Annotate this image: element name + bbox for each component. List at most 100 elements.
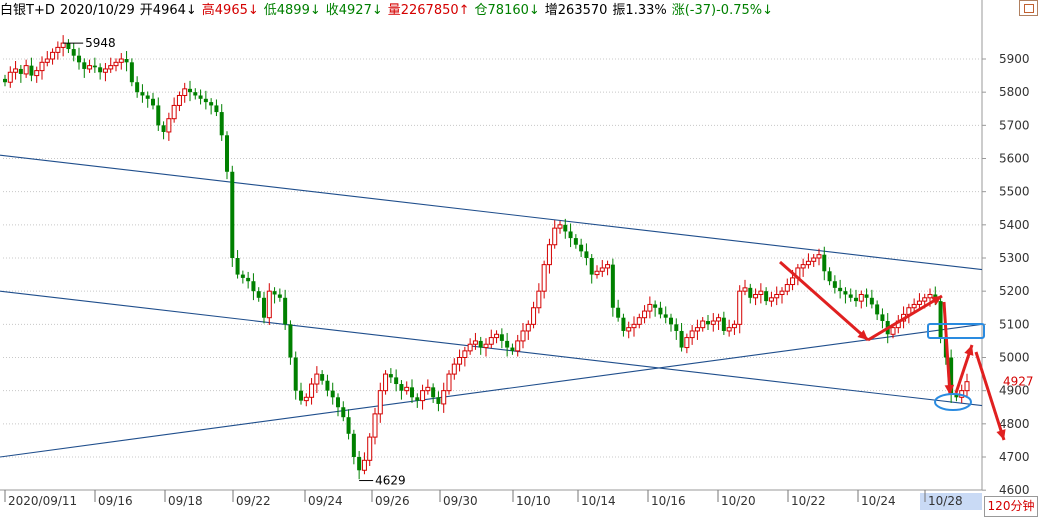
candle-body-down xyxy=(320,374,325,381)
candle-body-down xyxy=(92,65,97,68)
candle-body-up xyxy=(731,323,737,329)
candle-body-down xyxy=(336,397,340,408)
candles xyxy=(3,35,970,480)
candle-body-down xyxy=(949,357,954,394)
candle-body-up xyxy=(7,71,13,83)
candle-body-down xyxy=(193,92,198,96)
candle-body-up xyxy=(594,270,600,276)
candle-body-up xyxy=(34,70,40,77)
candle-body-down xyxy=(140,92,145,96)
x-tick-label: 10/28 xyxy=(928,494,963,508)
candle-body-up xyxy=(557,224,563,229)
candle-body-down xyxy=(272,291,277,295)
candle-body-down xyxy=(240,274,245,278)
y-tick-label: 4600 xyxy=(999,483,1030,497)
support-ellipse xyxy=(934,393,972,411)
candle-body-up xyxy=(922,297,928,302)
candle-body-up xyxy=(39,61,45,72)
candle-body-up xyxy=(118,58,124,63)
y-tick-label: 5200 xyxy=(999,284,1030,298)
candle-body-up xyxy=(790,277,796,286)
candle-body-down xyxy=(283,297,288,325)
candle-body-up xyxy=(631,323,637,329)
arrow-head xyxy=(857,329,868,340)
candle-body-down xyxy=(230,171,235,258)
candle-body-down xyxy=(98,67,103,73)
candle-body-down xyxy=(827,271,832,282)
candle-body-up xyxy=(483,343,489,349)
candle-body-up xyxy=(420,390,426,402)
candle-body-down xyxy=(203,98,208,103)
candle-body-down xyxy=(330,390,335,398)
y-tick-label: 5500 xyxy=(999,185,1030,199)
candle-body-up xyxy=(684,337,690,349)
candle-body-down xyxy=(854,297,858,302)
candle-body-up xyxy=(858,293,864,302)
candle-body-down xyxy=(610,264,615,308)
candle-body-down xyxy=(721,317,726,331)
quote-date: 2020/10/29 xyxy=(59,3,135,18)
trendline xyxy=(0,323,983,458)
candle-body-up xyxy=(309,383,315,398)
candle-body-up xyxy=(488,337,494,345)
volume: 量2267850↑ xyxy=(387,3,470,18)
trendline xyxy=(0,154,983,271)
candle-body-up xyxy=(546,244,552,266)
candle-body-up xyxy=(805,260,811,266)
candle-body-down xyxy=(748,287,753,298)
candle-body-down xyxy=(388,374,393,378)
candle-body-up xyxy=(377,390,383,415)
symbol-name: 白银T+D xyxy=(0,3,55,18)
x-tick-label: 2020/09/11 xyxy=(8,494,77,508)
trendline xyxy=(0,290,983,407)
y-tick-label: 5600 xyxy=(999,152,1030,166)
candle-body-up xyxy=(361,459,367,471)
candle-body-up xyxy=(520,330,526,342)
amplitude: 振1.33% xyxy=(612,3,667,18)
candle-body-up xyxy=(441,390,447,405)
candle-body-up xyxy=(541,264,547,292)
x-tick-label: 10/10 xyxy=(516,494,551,508)
candle-body-down xyxy=(288,324,293,358)
candle-body-up xyxy=(55,46,61,53)
arrow-head xyxy=(964,345,974,356)
candle-body-down xyxy=(325,380,330,391)
candle-body-down xyxy=(621,317,626,331)
candle-body-up xyxy=(890,327,896,335)
candle-body-down xyxy=(29,65,34,76)
candle-body-up xyxy=(176,94,182,106)
candle-body-up xyxy=(779,290,785,295)
candle-body-down xyxy=(124,59,129,63)
interest-increase: 增263570 xyxy=(544,3,608,18)
candle-body-down xyxy=(843,291,848,295)
candle-body-up xyxy=(816,254,822,259)
candle-body-up xyxy=(113,61,119,67)
candle-body-down xyxy=(18,68,23,74)
candle-body-up xyxy=(642,310,648,319)
candle-body-down xyxy=(246,277,251,282)
annotations: 5948 4629 4927 xyxy=(63,36,1034,488)
candle-body-up xyxy=(425,386,431,392)
grid-lines xyxy=(0,0,983,491)
candle-body-down xyxy=(669,317,673,325)
candle-body-up xyxy=(108,65,114,70)
candle-body-down xyxy=(880,314,885,322)
candle-body-up xyxy=(552,227,558,246)
candle-body-down xyxy=(410,387,414,398)
quote-header: 白银T+D 2020/10/29 开4964↓ 高4965↓ 低4899↓ 收4927↓ 量… xyxy=(0,0,990,22)
trough-label: 4629 xyxy=(375,474,406,488)
candle-body-down xyxy=(235,258,240,275)
period-selector[interactable]: 120分钟 xyxy=(984,496,1038,517)
peak-label: 5948 xyxy=(85,36,116,50)
last-price-label: 4927 xyxy=(1003,375,1034,389)
candle-body-down xyxy=(848,294,853,298)
candle-body-up xyxy=(916,300,922,305)
candle-body-down xyxy=(875,304,880,315)
candle-body-down xyxy=(869,297,874,305)
candle-body-up xyxy=(314,373,320,385)
candle-body-up xyxy=(467,343,473,352)
candle-body-up xyxy=(964,381,970,392)
low-price: 低4899↓ xyxy=(263,3,321,18)
candle-body-up xyxy=(515,340,521,352)
